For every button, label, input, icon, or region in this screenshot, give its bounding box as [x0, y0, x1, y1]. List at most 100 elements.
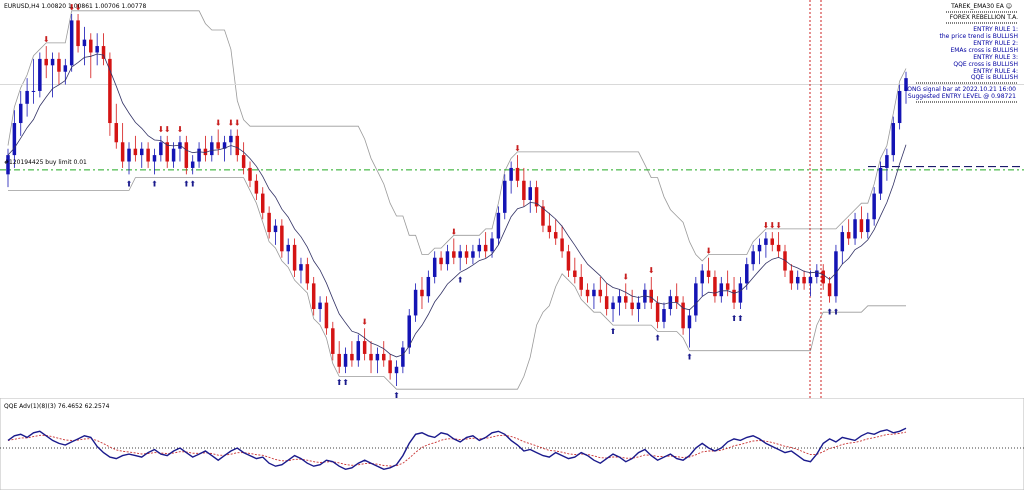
candle [745, 257, 749, 290]
candle-body [547, 225, 552, 233]
candle [821, 264, 825, 290]
candle-body [356, 341, 361, 361]
candle [235, 129, 240, 162]
candle [432, 251, 437, 284]
candle-body [624, 296, 628, 303]
candle [369, 341, 373, 374]
candle-body [439, 257, 443, 265]
candle-body [789, 270, 794, 284]
candle-body [617, 296, 622, 303]
candle [604, 283, 609, 316]
candle [426, 270, 431, 303]
candle-body [286, 244, 290, 252]
candle [713, 270, 717, 303]
candle-body [50, 58, 55, 66]
price-channel [7, 10, 907, 390]
candle [25, 78, 29, 117]
candle-body [362, 341, 367, 354]
candle [738, 276, 743, 310]
candle-body [738, 283, 743, 303]
candle [751, 244, 755, 271]
candle [95, 33, 99, 66]
candle-body [897, 90, 902, 124]
candle [541, 200, 545, 233]
candle-body [292, 244, 297, 271]
rule-text: ENTRY RULE 1: [973, 26, 1018, 33]
candle-body [38, 58, 42, 91]
candle-body [815, 270, 819, 277]
candle [44, 46, 48, 79]
candle [522, 167, 526, 207]
price-chart[interactable]: ⬇⬇ ⬇⬆ ⬆⬇ ⬇ ⬇⬆ ⬆⬇ ⬇ ⬇⬆ ⬆⬇⬆⬇⬆⬇⬆⬇⬇⬆⬆⬇⬆ ⬆⬇ ⬇ ⬇⬆ ⬆ EURUSD… [0, 0, 1024, 398]
candle [464, 244, 469, 265]
candle [477, 238, 482, 258]
candle [222, 135, 227, 162]
candle-body [872, 193, 876, 220]
candle [706, 257, 711, 284]
candle [681, 296, 685, 335]
candle [560, 225, 564, 258]
down-arrow-icon: ⬇ [450, 227, 457, 236]
candle [89, 33, 93, 79]
candle-body [44, 58, 48, 66]
candle-body [725, 283, 730, 290]
candle [649, 276, 653, 310]
candle [394, 360, 399, 386]
candle-body [878, 167, 883, 194]
candle-body [840, 232, 845, 252]
oscillator-label: QQE Adv(1)(8)(3) 76.4652 62.2574 [4, 403, 110, 410]
candle-body [413, 289, 418, 316]
candle-body [490, 238, 494, 252]
candle [624, 283, 628, 310]
candle-body [12, 123, 17, 156]
down-arrow-icon: ⬇ [775, 221, 782, 230]
candle [152, 148, 157, 175]
candle-body [846, 232, 851, 239]
candle-body [101, 46, 106, 59]
candle-body [496, 212, 501, 239]
candle-body [311, 283, 316, 310]
candle-body [31, 90, 36, 92]
candle-body [751, 251, 755, 265]
candle [241, 142, 246, 175]
candle [388, 353, 392, 380]
candle-body [885, 155, 889, 168]
candle-body [18, 103, 23, 124]
candle [700, 264, 704, 297]
qqe-oscillator[interactable]: QQE Adv(1)(8)(3) 76.4652 62.2574 [0, 398, 1024, 490]
candle [101, 33, 106, 66]
candle [458, 244, 462, 271]
candle-body [337, 353, 341, 367]
candle-body [904, 78, 908, 91]
candle-body [528, 187, 532, 200]
candle [445, 244, 450, 271]
signal-arrows: ⬇⬇ ⬇⬆ ⬆⬇ ⬇ ⬇⬆ ⬆⬇ ⬇ ⬇⬆ ⬆⬇⬆⬇⬆⬇⬆⬇⬇⬆⬆⬇⬆ ⬆⬇ ⬇ ⬇⬆ ⬆ [43, 3, 839, 398]
signal-text: Suggested ENTRY LEVEL @ 0.98721 [908, 93, 1016, 100]
candle-body [248, 167, 252, 181]
up-arrow-icon: ⬆ [686, 353, 693, 362]
down-arrow-icon: ⬇ [215, 118, 222, 127]
candle-body [604, 296, 609, 310]
ea-title: TAREK_EMA30 EA ☺ [950, 3, 1012, 10]
down-arrow-icon: ⬇ [68, 3, 75, 12]
candle [38, 52, 42, 98]
candle [280, 219, 284, 258]
candle-body [509, 167, 513, 181]
up-arrow-icon: ⬆ [126, 179, 133, 188]
channel-upper-line [7, 10, 907, 262]
candle-body [834, 251, 838, 297]
candle [203, 135, 208, 162]
candle [509, 161, 513, 194]
candle-body [471, 251, 475, 258]
candle [573, 257, 577, 284]
candle-body [713, 276, 717, 297]
candle [6, 148, 10, 188]
down-arrow-icon: ⬇ [705, 247, 712, 256]
candle [630, 289, 634, 316]
candle [439, 251, 443, 271]
down-arrow-icon: ⬇ [769, 221, 776, 230]
candle [261, 187, 265, 220]
candle [362, 328, 367, 361]
candle [853, 212, 857, 245]
candle [139, 142, 144, 168]
